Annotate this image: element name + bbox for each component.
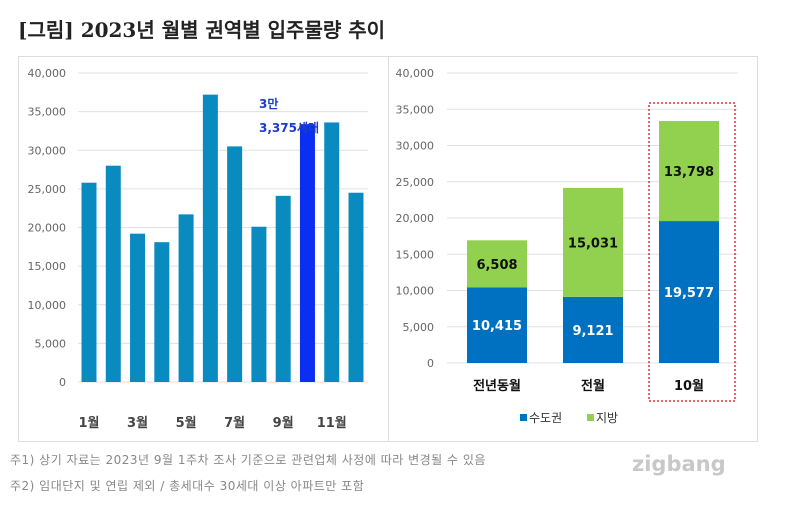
logo-text: zigbang	[632, 452, 726, 476]
y-tick-label: 20,000	[28, 222, 67, 235]
bar-4월	[154, 242, 170, 382]
legend-label: 수도권	[529, 411, 562, 425]
y-tick-label: 40,000	[28, 67, 67, 80]
annotation-line-1: 3만	[259, 96, 278, 111]
footnote-1: 주1) 상기 자료는 2023년 9월 1주차 조사 기준으로 관련업체 사정에…	[10, 453, 486, 467]
bar-9월	[275, 195, 291, 382]
bar-segment-지방	[563, 187, 623, 297]
data-label: 10,415	[472, 319, 522, 334]
legend-label: 지방	[596, 411, 618, 425]
footnote-2: 주2) 임대단지 및 연립 제외 / 총세대수 30세대 이상 아파트만 포함	[10, 479, 365, 493]
bar-7월	[227, 146, 243, 382]
x-tick-label: 전년동월	[473, 378, 521, 394]
bar-11월	[324, 122, 340, 382]
y-tick-label: 35,000	[396, 103, 435, 116]
x-tick-label: 1월	[78, 415, 99, 431]
bar-segment-수도권	[467, 287, 527, 363]
bar-segment-지방	[467, 240, 527, 288]
data-label: 19,577	[664, 286, 714, 301]
x-tick-label: 3월	[127, 415, 148, 431]
bar-segment-수도권	[659, 221, 719, 363]
bar-5월	[178, 214, 194, 382]
y-tick-label: 35,000	[28, 106, 67, 119]
y-tick-label: 5,000	[35, 337, 67, 350]
data-label: 15,031	[568, 236, 618, 251]
data-label: 9,121	[572, 324, 613, 339]
y-tick-label: 5,000	[403, 321, 435, 334]
data-label: 13,798	[664, 165, 714, 180]
y-tick-label: 0	[59, 376, 66, 389]
y-tick-label: 30,000	[396, 140, 435, 153]
y-tick-label: 15,000	[28, 260, 67, 273]
y-tick-label: 25,000	[28, 183, 67, 196]
bar-8월	[251, 226, 267, 382]
y-tick-label: 0	[427, 357, 434, 370]
zigbang-logo: zigbang	[632, 452, 726, 476]
x-tick-label: 전월	[581, 378, 605, 394]
y-tick-label: 25,000	[396, 176, 435, 189]
bar-3월	[130, 233, 146, 382]
bar-6월	[202, 94, 218, 382]
x-tick-label: 10월	[674, 378, 704, 394]
figure-title: [그림] 2023년 월별 권역별 입주물량 추이	[18, 18, 386, 42]
x-tick-label: 9월	[273, 415, 294, 431]
legend-swatch-지방	[587, 414, 594, 421]
bar-1월	[81, 182, 97, 382]
y-tick-label: 10,000	[28, 299, 67, 312]
x-tick-label: 11월	[317, 415, 347, 431]
legend-swatch-수도권	[520, 414, 527, 421]
y-tick-label: 30,000	[28, 144, 67, 157]
x-tick-label: 7월	[224, 415, 245, 431]
annotation-line-2: 3,375세대	[259, 120, 319, 135]
y-tick-label: 20,000	[396, 212, 435, 225]
bar-segment-수도권	[563, 296, 623, 363]
x-tick-label: 5월	[176, 415, 197, 431]
data-label: 6,508	[476, 258, 517, 273]
bar-10월	[299, 124, 315, 382]
y-tick-label: 10,000	[396, 285, 435, 298]
bar-12월	[348, 192, 364, 382]
bar-2월	[105, 165, 121, 382]
y-tick-label: 40,000	[396, 67, 435, 80]
y-tick-label: 15,000	[396, 248, 435, 261]
bar-segment-지방	[659, 121, 719, 222]
